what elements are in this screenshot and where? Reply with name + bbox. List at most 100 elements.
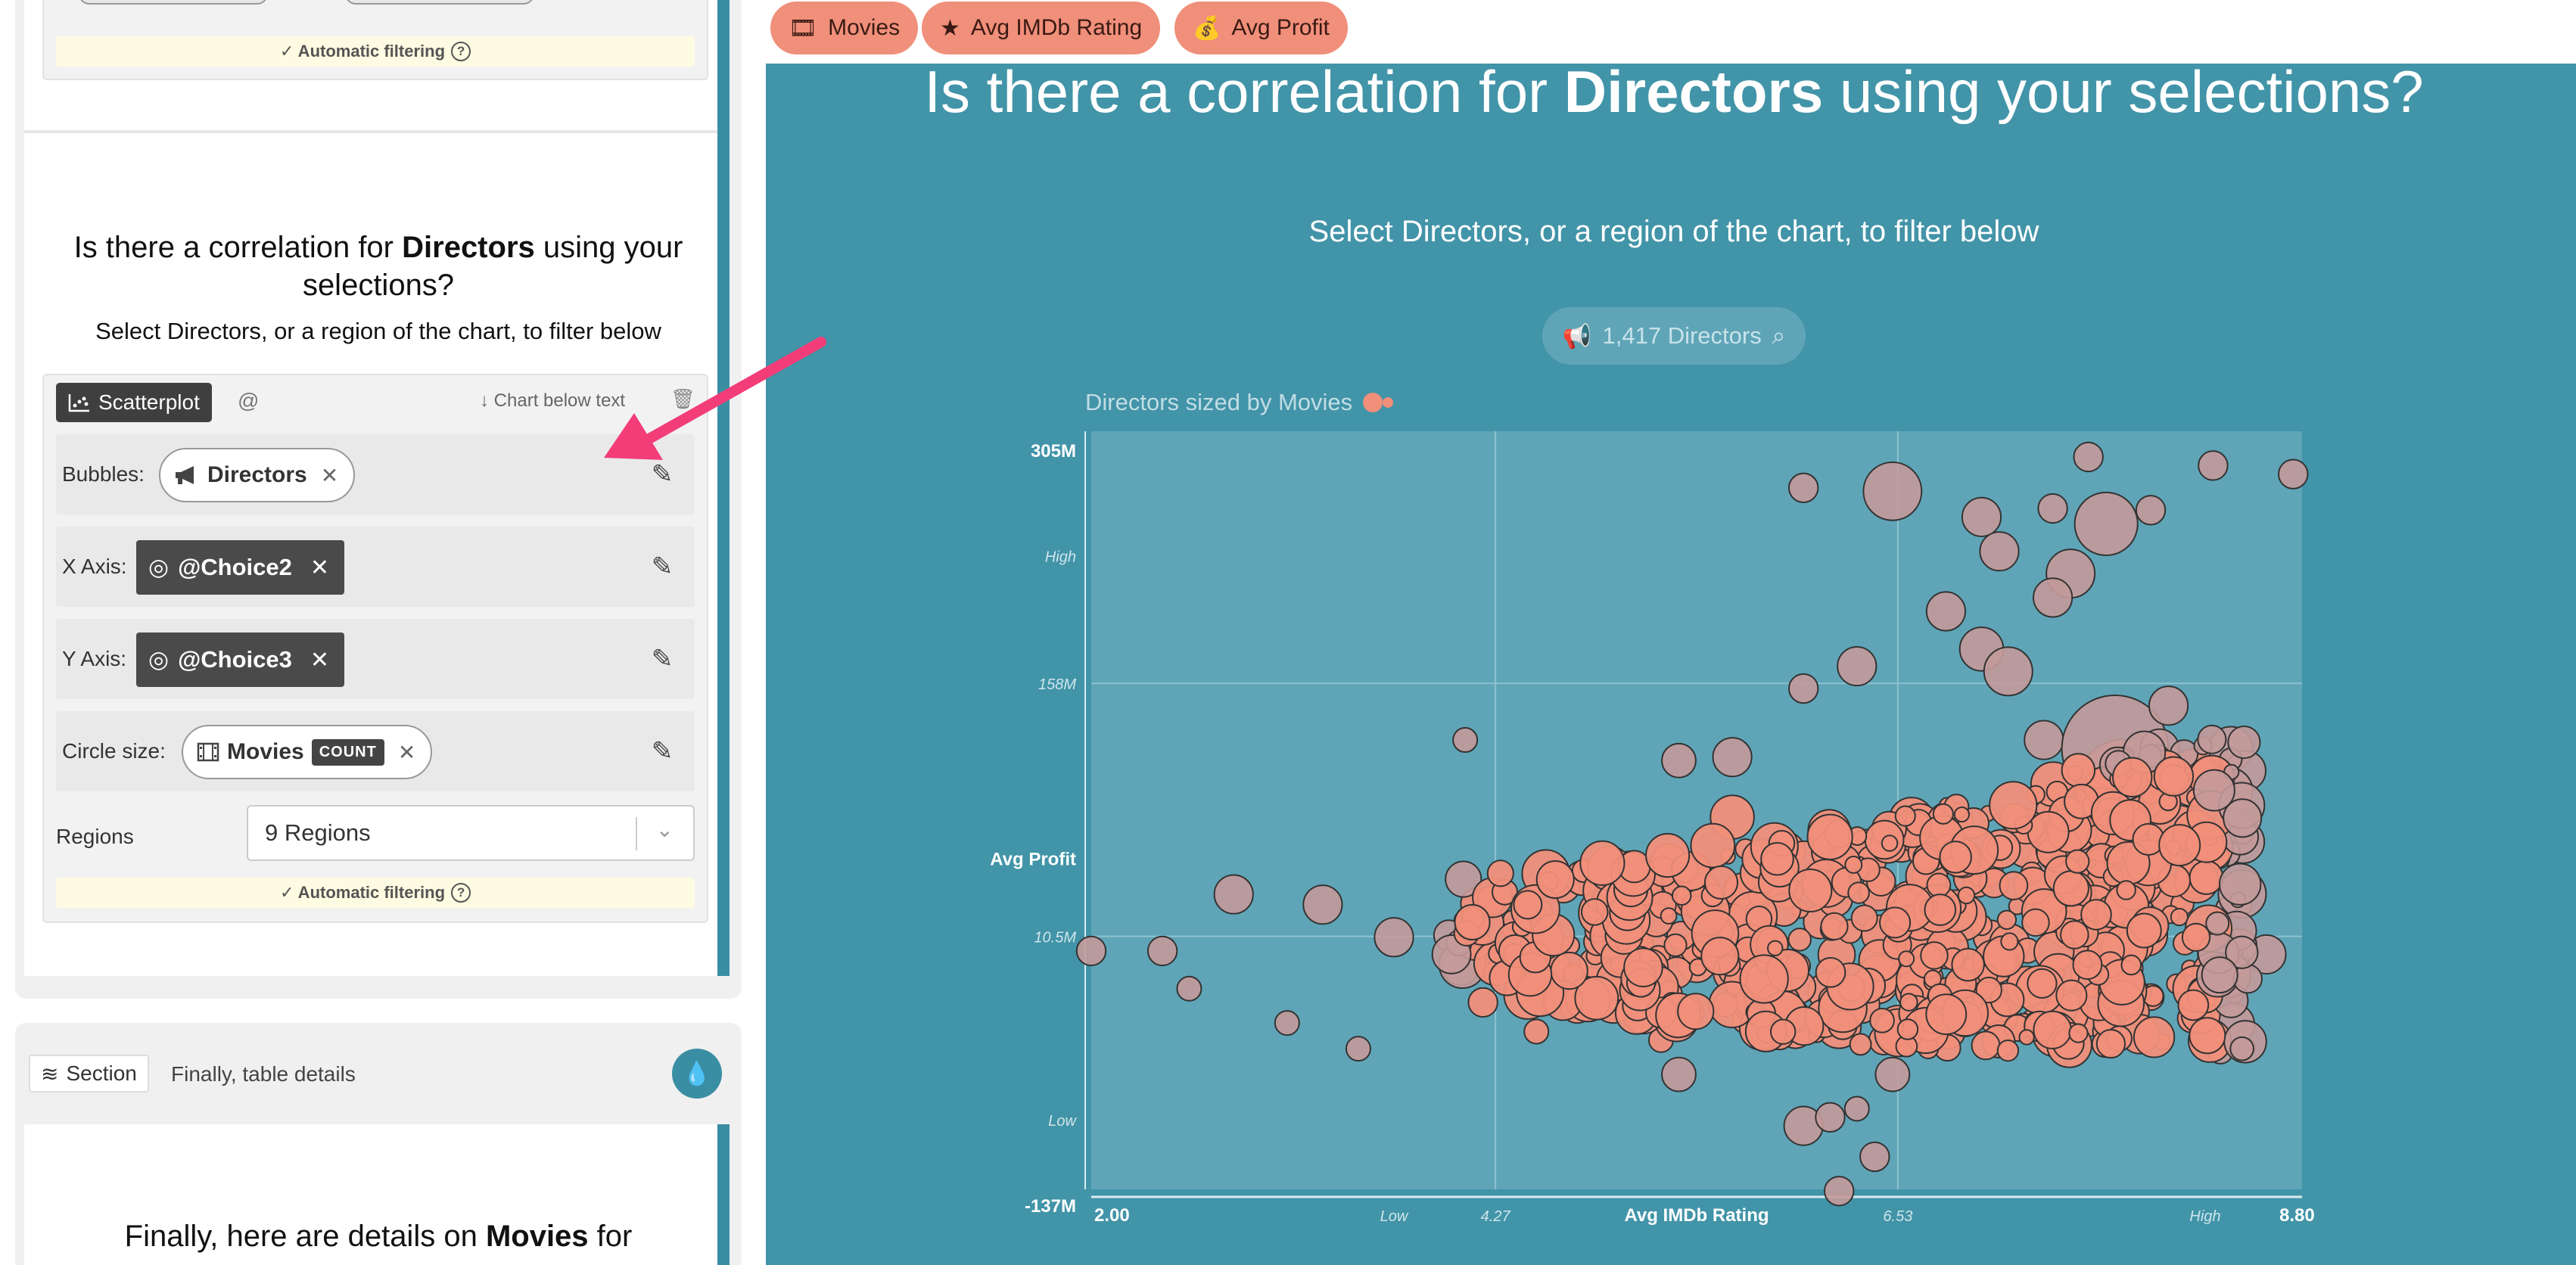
data-point[interactable]	[2148, 685, 2189, 726]
help-icon[interactable]: ?	[451, 42, 471, 61]
data-point[interactable]	[2192, 769, 2235, 812]
data-point[interactable]	[2229, 1036, 2254, 1061]
data-point[interactable]	[1824, 1176, 1855, 1207]
data-point[interactable]	[2205, 911, 2230, 936]
help-icon[interactable]: ?	[451, 883, 471, 903]
data-point[interactable]	[2072, 950, 2103, 981]
data-point[interactable]	[2227, 725, 2261, 760]
data-point[interactable]	[1849, 1033, 1872, 1056]
data-point[interactable]	[1700, 937, 1740, 976]
previous-button-left[interactable]	[79, 0, 268, 5]
data-point[interactable]	[1815, 956, 1846, 988]
data-point[interactable]	[1486, 859, 1514, 887]
data-point[interactable]	[2000, 932, 2019, 951]
data-point[interactable]	[1703, 865, 1739, 900]
x-axis-pill[interactable]: ◎ @Choice2 ✕	[136, 540, 345, 595]
data-point[interactable]	[2120, 954, 2142, 976]
data-point[interactable]	[1859, 1141, 1890, 1173]
data-point[interactable]	[2189, 859, 2224, 895]
data-point[interactable]	[1894, 805, 1916, 827]
data-point[interactable]	[2158, 824, 2201, 867]
edit-circle-size-icon[interactable]: ✎	[651, 737, 674, 766]
data-point[interactable]	[2033, 1010, 2072, 1049]
auto-filter-bottom[interactable]: ✓ Automatic filtering ?	[56, 878, 695, 908]
data-point[interactable]	[1661, 742, 1697, 779]
data-point[interactable]	[1787, 928, 1812, 952]
section-chip[interactable]: ≋ Section	[29, 1055, 149, 1092]
data-point[interactable]	[1579, 840, 1626, 886]
data-point[interactable]	[1837, 645, 1878, 687]
data-point[interactable]	[2068, 1023, 2089, 1043]
data-point[interactable]	[1663, 933, 1688, 957]
data-point[interactable]	[1767, 940, 1784, 957]
tag-avg-imdb-rating[interactable]: ★ Avg IMDb Rating	[922, 2, 1161, 54]
data-point[interactable]	[2197, 724, 2227, 754]
data-point[interactable]	[1926, 872, 1952, 898]
data-point[interactable]	[2189, 1017, 2226, 1055]
data-point[interactable]	[1896, 1018, 1919, 1040]
data-point[interactable]	[1924, 894, 1957, 926]
remove-circle-size-icon[interactable]: ✕	[397, 740, 416, 764]
data-point[interactable]	[1898, 950, 1915, 968]
data-point[interactable]	[1345, 1036, 1371, 1062]
data-point[interactable]	[1454, 903, 1491, 941]
data-point[interactable]	[1660, 907, 1678, 925]
data-point[interactable]	[1899, 993, 1918, 1012]
data-point[interactable]	[2095, 1028, 2126, 1059]
data-point[interactable]	[1788, 868, 1833, 913]
data-point[interactable]	[1302, 884, 1343, 925]
edit-x-axis-icon[interactable]: ✎	[651, 552, 674, 581]
data-point[interactable]	[1574, 975, 1619, 1021]
data-point[interactable]	[2074, 491, 2139, 557]
data-point[interactable]	[1677, 993, 1715, 1030]
data-point[interactable]	[2223, 798, 2263, 838]
data-point[interactable]	[2065, 849, 2090, 874]
y-axis-pill[interactable]: ◎ @Choice3 ✕	[136, 632, 345, 687]
trash-icon[interactable]: 🗑	[670, 387, 696, 410]
data-point[interactable]	[2027, 968, 2058, 999]
data-point[interactable]	[1951, 947, 1985, 982]
data-point[interactable]	[2177, 989, 2210, 1021]
data-point[interactable]	[1881, 835, 1899, 852]
data-point[interactable]	[1213, 874, 1254, 915]
data-point[interactable]	[1999, 871, 2029, 900]
data-point[interactable]	[1996, 1039, 2020, 1062]
regions-select[interactable]: 9 Regions ⌄	[247, 805, 695, 861]
circle-size-pill[interactable]: Movies COUNT ✕	[182, 725, 433, 779]
data-point[interactable]	[2116, 880, 2136, 900]
data-point[interactable]	[1815, 1102, 1846, 1133]
remove-y-axis-icon[interactable]: ✕	[310, 647, 330, 673]
data-point[interactable]	[1787, 472, 1819, 504]
data-point[interactable]	[2225, 935, 2259, 969]
data-point[interactable]	[1176, 975, 1202, 1002]
data-point[interactable]	[2170, 907, 2189, 927]
tag-avg-profit[interactable]: 💰 Avg Profit	[1174, 2, 1348, 54]
bubbles-pill[interactable]: Directors ✕	[159, 448, 356, 502]
data-point[interactable]	[2021, 908, 2050, 937]
directors-search-chip[interactable]: 📢 1,417 Directors ⌕	[1542, 307, 1806, 365]
data-point[interactable]	[2061, 753, 2096, 788]
data-point[interactable]	[1671, 885, 1692, 906]
data-point[interactable]	[1925, 591, 1967, 632]
data-point[interactable]	[1523, 1018, 1550, 1045]
data-point[interactable]	[1769, 1018, 1797, 1045]
data-point[interactable]	[1452, 727, 1479, 754]
data-point[interactable]	[2126, 912, 2162, 949]
data-point[interactable]	[2112, 757, 2153, 797]
data-point[interactable]	[1806, 813, 1853, 860]
data-point[interactable]	[1623, 947, 1663, 987]
search-icon[interactable]: ⌕	[1772, 322, 1786, 349]
edit-y-axis-icon[interactable]: ✎	[651, 645, 674, 673]
data-point[interactable]	[1146, 935, 1178, 967]
data-point[interactable]	[1844, 856, 1863, 874]
data-point[interactable]	[1869, 1008, 1895, 1033]
data-point[interactable]	[1690, 822, 1736, 869]
water-drop-button[interactable]: 💧	[672, 1049, 722, 1099]
data-point[interactable]	[2181, 922, 2211, 952]
data-point[interactable]	[2037, 493, 2068, 524]
data-point[interactable]	[1874, 1056, 1911, 1092]
data-point[interactable]	[1661, 1056, 1697, 1092]
data-point[interactable]	[1989, 781, 2038, 830]
edit-bubbles-icon[interactable]: ✎	[651, 460, 674, 489]
data-point[interactable]	[1953, 806, 1970, 823]
